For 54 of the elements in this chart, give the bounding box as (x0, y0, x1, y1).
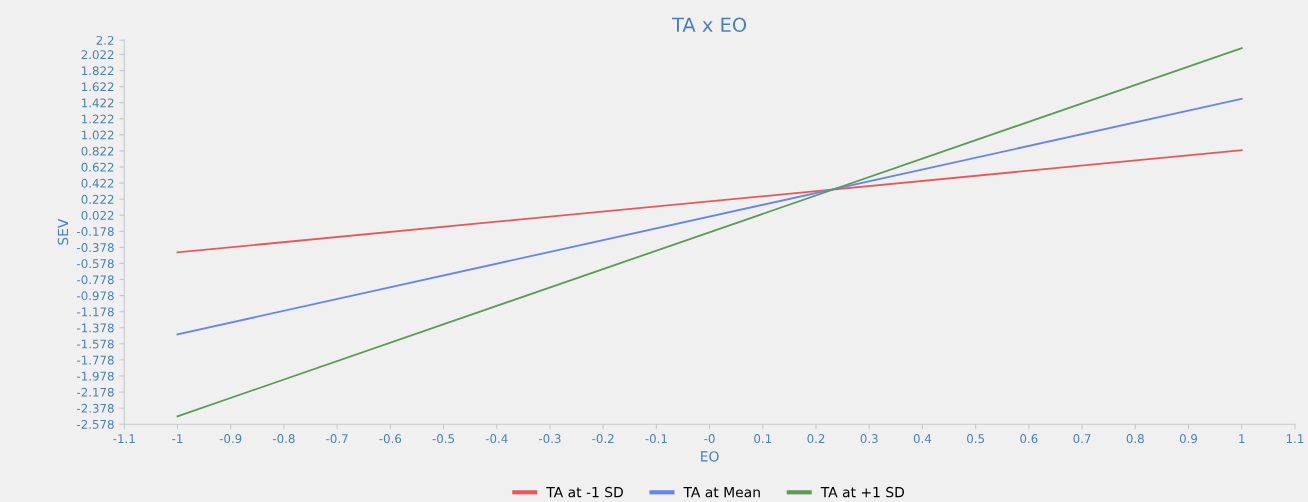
y-tick-label: -0.178 (77, 227, 114, 236)
legend-label: TA at Mean (683, 487, 760, 498)
x-tick-label: 0.4 (913, 434, 932, 444)
y-tick-label: -2.378 (77, 403, 114, 413)
x-tick-label: -0 (704, 434, 715, 444)
x-tick-label: -1 (172, 434, 183, 443)
y-axis-title: SEV (57, 218, 69, 245)
y-tick-label: 0.822 (81, 146, 114, 156)
y-tick-label: 0.622 (81, 162, 114, 172)
x-tick-label: 0.9 (1179, 434, 1198, 444)
x-tick-label: -0.3 (539, 434, 561, 444)
chart-title: TA x EO (671, 17, 747, 33)
y-tick-label: -0.578 (77, 259, 114, 269)
y-tick-label: -1.578 (77, 339, 114, 349)
y-tick-label: 2.2 (96, 35, 114, 45)
y-tick-label: 1.422 (82, 98, 114, 108)
y-tick-label: -0.978 (77, 291, 114, 301)
x-tick-label: 1.1 (1286, 434, 1304, 443)
y-tick-label: 1.222 (82, 114, 114, 124)
x-tick-label: -0.9 (219, 434, 242, 444)
y-tick-label: -1.178 (77, 307, 114, 317)
y-tick-label: 0.022 (81, 210, 114, 220)
y-tick-label: -1.378 (77, 323, 114, 333)
x-tick-label: 0.5 (967, 434, 985, 444)
y-tick-label: 0.222 (81, 194, 114, 204)
x-tick-label: 1 (1239, 434, 1245, 443)
y-tick-label: -2.178 (77, 387, 114, 397)
y-tick-label: -1.978 (77, 371, 114, 381)
x-tick-label: 0.2 (807, 434, 825, 444)
legend-label: TA at -1 SD (546, 486, 623, 498)
x-tick-label: 0.7 (1073, 434, 1091, 444)
x-tick-label: -0.1 (645, 434, 667, 444)
y-tick-label: -0.378 (77, 243, 114, 253)
y-tick-label: -0.778 (77, 275, 114, 285)
x-axis-title: EO (701, 451, 719, 462)
x-tick-label: 0.6 (1020, 434, 1038, 444)
y-tick-label: 0.422 (81, 178, 114, 188)
x-tick-label: -1.1 (113, 434, 135, 443)
y-tick-label: 1.022 (82, 130, 114, 140)
y-tick-label: 1.822 (82, 66, 114, 76)
y-tick-label: -1.778 (77, 355, 114, 365)
x-tick-label: -0.5 (432, 434, 455, 444)
x-tick-label: -0.7 (326, 434, 348, 444)
x-tick-label: 0.1 (754, 434, 772, 444)
y-tick-label: -2.578 (77, 419, 114, 429)
x-tick-label: -0.6 (379, 434, 402, 444)
y-tick-label: 1.622 (82, 82, 114, 92)
legend-label: TA at +1 SD (820, 486, 905, 498)
x-tick-label: 0.8 (1126, 434, 1144, 444)
x-tick-label: 0.3 (860, 434, 878, 444)
x-tick-label: -0.2 (592, 434, 614, 444)
x-tick-label: -0.4 (485, 434, 508, 444)
x-tick-label: -0.8 (272, 434, 295, 444)
y-tick-label: 2.022 (81, 50, 114, 60)
